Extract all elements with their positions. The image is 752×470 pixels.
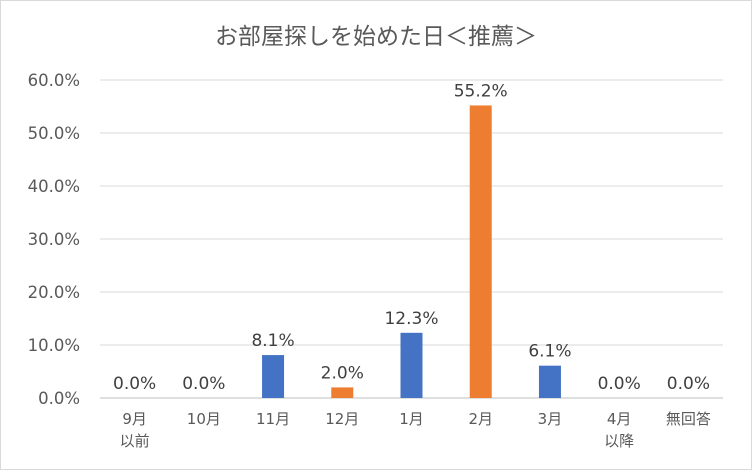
x-tick-label: 12月 — [325, 410, 359, 428]
x-tick-label: 無回答 — [666, 410, 711, 428]
x-tick-label: 4月以降 — [604, 410, 634, 450]
data-label: 0.0% — [667, 374, 710, 394]
x-tick-label: 2月 — [468, 410, 493, 428]
data-label: 6.1% — [528, 342, 571, 362]
bars — [262, 105, 561, 398]
bar — [469, 105, 492, 398]
bar — [262, 355, 285, 398]
y-tick-label: 20.0% — [28, 283, 80, 302]
bar — [538, 365, 561, 398]
gridlines — [100, 79, 723, 399]
x-axis: 9月以前 10月 11月 12月 1月 2月 3月 4月以降 無回答 — [120, 410, 711, 450]
x-tick-label: 9月以前 — [120, 410, 150, 450]
data-labels: 0.0% 0.0% 8.1% 2.0% 12.3% 55.2% 6.1% 0.0% 0.0% — [113, 81, 710, 394]
data-label: 0.0% — [113, 374, 156, 394]
bar — [331, 387, 354, 398]
y-tick-label: 10.0% — [28, 336, 80, 355]
data-label: 8.1% — [251, 331, 294, 351]
data-label: 2.0% — [321, 363, 364, 383]
x-tick-label: 3月 — [538, 410, 563, 428]
y-tick-label: 50.0% — [28, 124, 80, 143]
y-tick-label: 40.0% — [28, 177, 80, 196]
chart-title: お部屋探しを始めた日＜推薦＞ — [215, 24, 537, 50]
data-label: 0.0% — [182, 374, 225, 394]
y-axis: 0.0% 10.0% 20.0% 30.0% 40.0% 50.0% 60.0% — [28, 71, 80, 408]
y-tick-label: 0.0% — [38, 389, 80, 408]
data-label: 55.2% — [454, 81, 508, 101]
x-tick-label: 11月 — [256, 410, 290, 428]
x-tick-label: 1月 — [399, 410, 424, 428]
x-tick-label: 10月 — [187, 410, 221, 428]
y-tick-label: 60.0% — [28, 71, 80, 90]
data-label: 0.0% — [598, 374, 641, 394]
y-tick-label: 30.0% — [28, 230, 80, 249]
data-label: 12.3% — [384, 309, 438, 329]
bar — [400, 332, 423, 398]
